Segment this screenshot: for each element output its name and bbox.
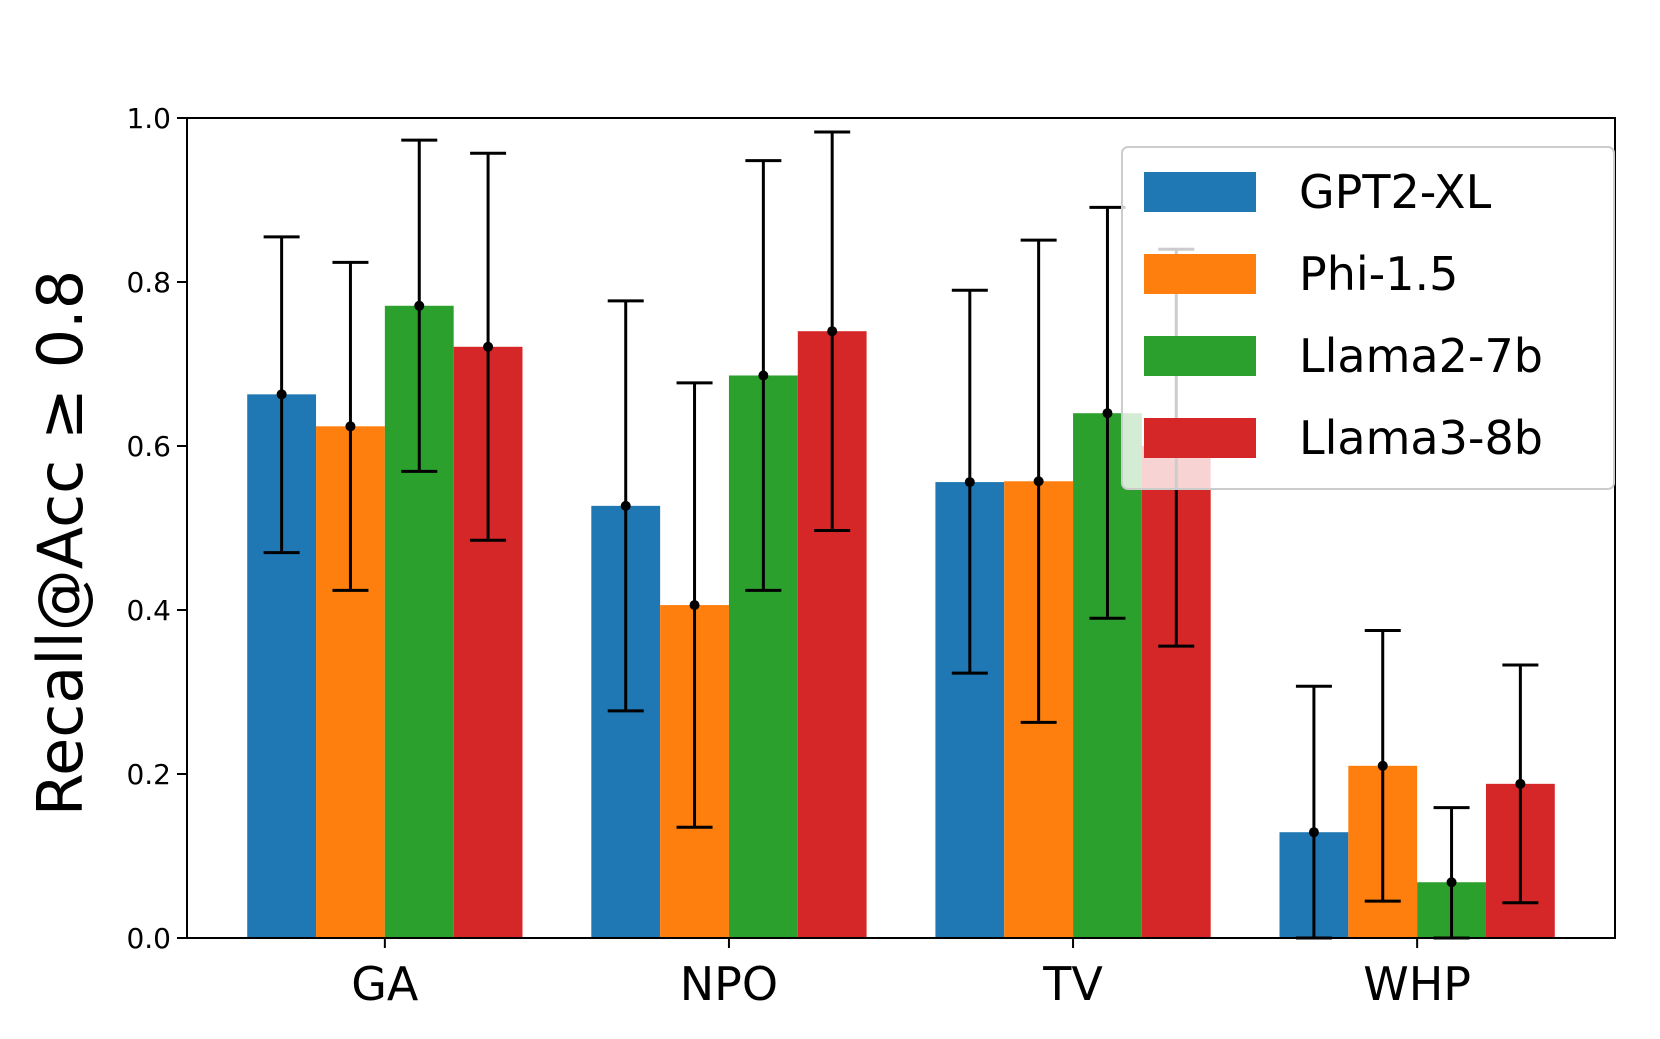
legend-swatch [1144, 418, 1256, 458]
mean-point [345, 421, 356, 432]
x-tick-label-tv: TV [1042, 957, 1103, 1011]
mean-point [689, 600, 700, 611]
y-tick-label: 0.8 [126, 266, 171, 299]
y-tick-label: 0.0 [126, 922, 171, 955]
mean-point [1033, 476, 1044, 487]
mean-point [620, 500, 631, 511]
y-tick-label: 1.0 [126, 102, 171, 135]
x-tick-label-ga: GA [351, 957, 419, 1011]
legend-label: Llama3-8b [1299, 411, 1543, 465]
mean-point [1102, 408, 1113, 419]
mean-point [758, 370, 769, 381]
mean-point [483, 341, 494, 352]
mean-point [1515, 778, 1526, 789]
y-axis: 0.0 0.2 0.4 0.6 0.8 1.0 [126, 102, 187, 955]
mean-point [1308, 827, 1319, 838]
y-tick-label: 0.2 [126, 758, 171, 791]
legend-swatch [1144, 254, 1256, 294]
mean-point [1377, 760, 1388, 771]
y-tick-label: 0.4 [126, 594, 171, 627]
legend-label: GPT2-XL [1299, 165, 1492, 219]
bars-layer [247, 305, 1555, 939]
mean-point [1446, 877, 1457, 888]
y-tick-label: 0.6 [126, 430, 171, 463]
x-tick-label-whp: WHP [1363, 957, 1471, 1011]
legend-swatch [1144, 172, 1256, 212]
x-tick-label-npo: NPO [680, 957, 778, 1011]
mean-point [414, 300, 425, 311]
y-axis-label: Recall@Acc ≥ 0.8 [24, 270, 97, 816]
mean-point [827, 326, 838, 337]
mean-point [964, 477, 975, 488]
plot-frame [186, 117, 1616, 939]
mean-point [276, 389, 287, 400]
errorbars-layer [263, 130, 1539, 940]
legend-label: Llama2-7b [1299, 329, 1543, 383]
legend: GPT2-XL Phi-1.5 Llama2-7b Llama3-8b [1121, 146, 1615, 490]
legend-label: Phi-1.5 [1299, 247, 1458, 301]
legend-box [1121, 146, 1615, 490]
legend-swatch [1144, 336, 1256, 376]
x-axis: GA NPO TV WHP [351, 938, 1471, 1011]
